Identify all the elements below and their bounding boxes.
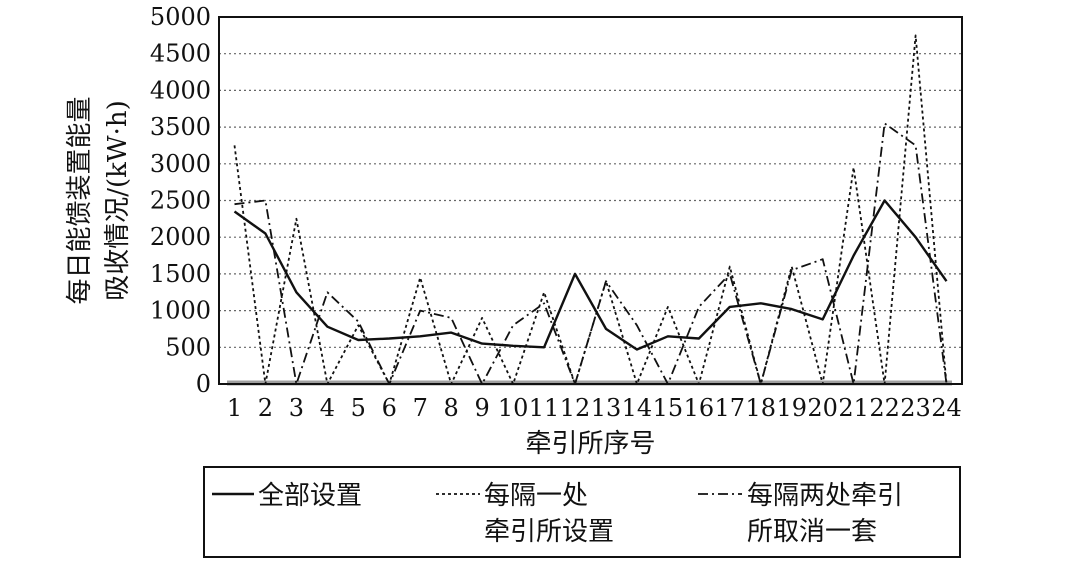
x-tick-label: 8 (444, 394, 459, 422)
y-tick-label: 3500 (150, 113, 211, 141)
y-axis-title: 每日能馈装置能量 吸收情况/(kW·h) (65, 96, 133, 304)
x-tick-label: 11 (529, 394, 560, 422)
x-tick-label: 2 (258, 394, 273, 422)
legend-label: 每隔一处 (484, 481, 588, 511)
series-line-1 (233, 199, 948, 351)
y-axis-title-line: 每日能馈装置能量 (65, 96, 95, 304)
y-axis-title-line: 吸收情况/(kW·h) (103, 100, 133, 301)
x-tick-label: 6 (382, 394, 397, 422)
x-tick-label: 22 (869, 394, 900, 422)
y-tick-label: 0 (196, 370, 211, 398)
grid-lines (219, 53, 962, 348)
legend-label: 每隔两处牵引 (747, 481, 903, 511)
y-tick-label: 500 (165, 333, 211, 361)
x-tick-label: 18 (745, 394, 776, 422)
x-tick-label: 12 (560, 394, 591, 422)
plot-frame (218, 16, 963, 385)
legend-label: 牵引所设置 (484, 517, 614, 547)
x-tick-label: 20 (807, 394, 838, 422)
y-tick-label: 1000 (150, 297, 211, 325)
y-tick-label: 4000 (150, 76, 211, 104)
x-tick-label: 21 (838, 394, 869, 422)
series-line-2 (233, 34, 948, 385)
x-axis-title: 牵引所序号 (525, 429, 655, 459)
legend-label: 全部设置 (258, 481, 362, 511)
y-tick-label: 3000 (150, 150, 211, 178)
y-tick-label: 2000 (150, 223, 211, 251)
y-tick-label: 1500 (150, 260, 211, 288)
x-tick-labels: 1 2 3 4 5 6 7 8 9 10 11 12 13 14 15 16 17 18 19 20 21 22 23 24 (227, 394, 962, 422)
x-tick-label: 3 (289, 394, 304, 422)
x-tick-label: 24 (931, 394, 962, 422)
x-tick-label: 1 (227, 394, 242, 422)
x-tick-label: 13 (591, 394, 622, 422)
x-tick-label: 16 (684, 394, 715, 422)
y-tick-label: 2500 (150, 187, 211, 215)
x-tick-label: 7 (413, 394, 428, 422)
x-tick-label: 17 (715, 394, 746, 422)
x-tick-label: 4 (320, 394, 335, 422)
x-tick-label: 23 (900, 394, 931, 422)
series-layer (233, 34, 948, 385)
y-tick-label: 4500 (150, 40, 211, 68)
legend-label: 所取消一套 (747, 517, 877, 547)
x-tick-label: 19 (776, 394, 807, 422)
x-tick-label: 5 (351, 394, 366, 422)
x-tick-label: 9 (475, 394, 490, 422)
x-tick-label: 14 (622, 394, 653, 422)
x-tick-label: 15 (653, 394, 684, 422)
y-tick-labels: 0 500 1000 1500 2000 2500 3000 3500 4000 4500 5000 (150, 3, 211, 398)
series-line-3 (234, 122, 948, 385)
y-tick-label: 5000 (150, 3, 211, 31)
legend-box (203, 466, 961, 558)
x-tick-label: 10 (498, 394, 529, 422)
